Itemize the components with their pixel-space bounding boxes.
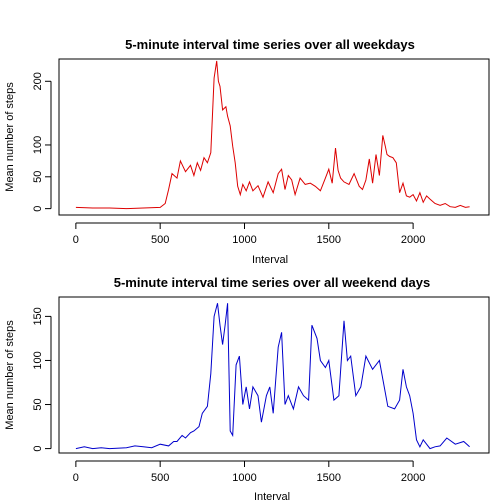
y-tick-label: 50 bbox=[32, 398, 44, 410]
plot-frame bbox=[58, 296, 490, 454]
x-tick-label: 500 bbox=[151, 234, 169, 246]
chart-title: 5-minute interval time series over all w… bbox=[125, 37, 415, 52]
y-tick-label: 100 bbox=[32, 136, 44, 154]
y-tick-label: 150 bbox=[32, 307, 44, 325]
chart-weekend: 5-minute interval time series over all w… bbox=[4, 275, 490, 503]
x-axis-label: Interval bbox=[254, 491, 290, 503]
y-axis-label: Mean number of steps bbox=[4, 320, 16, 430]
x-tick-label: 2000 bbox=[401, 472, 425, 484]
x-tick-label: 0 bbox=[73, 472, 79, 484]
y-tick-label: 0 bbox=[32, 446, 44, 452]
x-tick-label: 0 bbox=[73, 234, 79, 246]
y-axis-label: Mean number of steps bbox=[4, 82, 16, 192]
x-axis-label: Interval bbox=[252, 254, 288, 266]
chart-weekdays: 5-minute interval time series over all w… bbox=[4, 37, 490, 266]
series-line bbox=[75, 60, 470, 210]
x-tick-label: 2000 bbox=[401, 234, 425, 246]
y-tick-label: 50 bbox=[32, 171, 44, 183]
x-tick-label: 1000 bbox=[232, 234, 256, 246]
y-tick-label: 200 bbox=[32, 72, 44, 90]
x-tick-label: 500 bbox=[151, 472, 169, 484]
series-line bbox=[75, 303, 470, 450]
x-tick-label: 1500 bbox=[317, 472, 341, 484]
x-tick-label: 1500 bbox=[317, 234, 341, 246]
y-tick-label: 0 bbox=[32, 206, 44, 212]
axis-ticks: 0 500 1000 1500 2000 0 50 100 200 bbox=[32, 72, 425, 246]
plot-frame bbox=[58, 58, 490, 216]
axis-ticks: 0 500 1000 1500 2000 0 50 100 150 bbox=[32, 307, 425, 484]
y-tick-label: 100 bbox=[32, 351, 44, 369]
chart-title: 5-minute interval time series over all w… bbox=[114, 275, 430, 290]
x-tick-label: 1000 bbox=[232, 472, 256, 484]
